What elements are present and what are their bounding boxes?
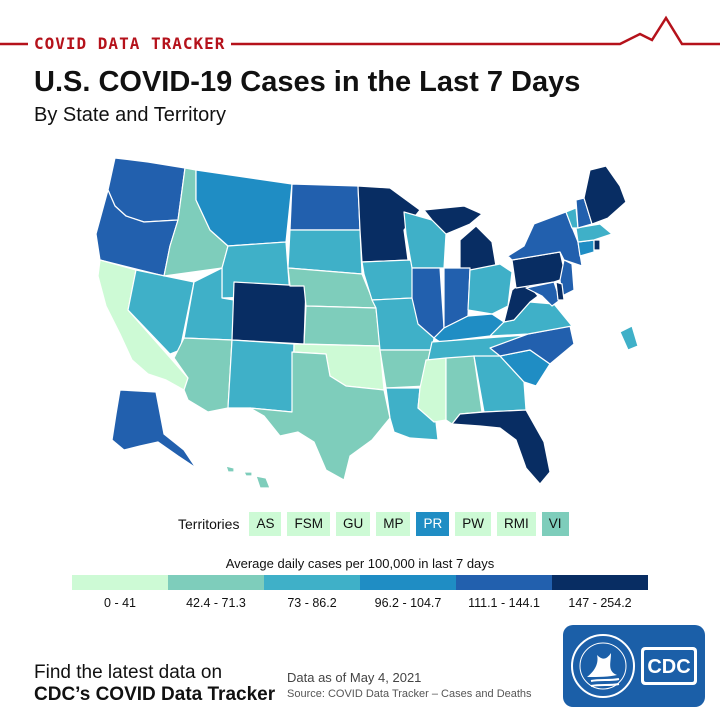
covid-tracker-link[interactable]: CDC’s COVID Data Tracker	[34, 684, 276, 705]
state-MA[interactable]	[575, 223, 613, 243]
state-MN[interactable]	[357, 185, 421, 263]
legend-label-2: 42.4 - 71.3	[186, 596, 246, 610]
territory-MP[interactable]: MP	[376, 512, 411, 536]
us-map	[60, 150, 660, 500]
legend-bar	[72, 575, 648, 590]
legend-swatch-3	[264, 575, 360, 590]
state-RI[interactable]	[593, 239, 601, 251]
territory-PR[interactable]: PR	[416, 512, 450, 536]
state-FL[interactable]	[451, 409, 551, 485]
state-GA[interactable]	[473, 355, 527, 413]
legend-label-3: 73 - 86.2	[287, 596, 337, 610]
territory-RMI[interactable]: RMI	[497, 512, 536, 536]
legend-labels: 0 - 41 42.4 - 71.3 73 - 86.2 96.2 - 104.…	[72, 596, 648, 610]
page-subtitle: By State and Territory	[34, 104, 226, 126]
state-MD[interactable]	[525, 281, 561, 307]
banner-line-icon	[0, 15, 720, 46]
state-SD[interactable]	[287, 229, 363, 275]
legend-label-4: 96.2 - 104.7	[374, 596, 442, 610]
legend-label-1: 0 - 41	[104, 596, 136, 610]
territory-VI[interactable]: VI	[541, 512, 569, 536]
state-NJ[interactable]	[559, 259, 575, 297]
state-ME[interactable]	[583, 165, 627, 225]
state-AK[interactable]	[111, 389, 197, 469]
state-CO[interactable]	[231, 281, 307, 345]
state-TX[interactable]	[249, 351, 391, 481]
page-title: U.S. COVID-19 Cases in the Last 7 Days	[34, 66, 581, 98]
cdc-logo-icon: CDC	[563, 625, 705, 707]
map-svg	[95, 157, 639, 489]
data-date: Data as of May 4, 2021	[287, 670, 422, 685]
legend-label-5: 111.1 - 144.1	[468, 596, 540, 610]
state-HI[interactable]	[225, 465, 271, 489]
legend-swatch-6	[552, 575, 648, 590]
state-NV[interactable]	[127, 269, 195, 355]
state-CT[interactable]	[577, 239, 595, 257]
state-IA[interactable]	[361, 259, 419, 301]
state-OH[interactable]	[467, 263, 513, 315]
legend-label-6: 147 - 254.2	[568, 596, 632, 610]
legend-swatch-5	[456, 575, 552, 590]
find-data-text: Find the latest data on	[34, 662, 223, 683]
territory-GU[interactable]: GU	[335, 512, 371, 536]
territories-row: Territories AS FSM GU MP PR PW RMI VI	[178, 512, 569, 536]
state-NM[interactable]	[227, 339, 295, 413]
territory-AS[interactable]: AS	[249, 512, 282, 536]
territories-label: Territories	[178, 516, 240, 532]
legend-swatch-2	[168, 575, 264, 590]
svg-text:CDC: CDC	[647, 656, 690, 678]
legend-swatch-4	[360, 575, 456, 590]
banner-title: COVID DATA TRACKER	[28, 34, 232, 53]
source-text: Source: COVID Data Tracker – Cases and D…	[287, 688, 532, 700]
state-PR[interactable]	[619, 325, 639, 351]
state-WV[interactable]	[503, 279, 539, 323]
state-ND[interactable]	[289, 183, 361, 231]
cdc-logo: CDC	[563, 625, 705, 707]
state-KS[interactable]	[303, 305, 381, 347]
territory-FSM[interactable]: FSM	[287, 512, 330, 536]
legend-title: Average daily cases per 100,000 in last …	[225, 556, 495, 571]
legend-swatch-1	[72, 575, 168, 590]
territory-PW[interactable]: PW	[455, 512, 491, 536]
banner: COVID DATA TRACKER	[0, 0, 720, 60]
state-DE[interactable]	[555, 281, 565, 301]
